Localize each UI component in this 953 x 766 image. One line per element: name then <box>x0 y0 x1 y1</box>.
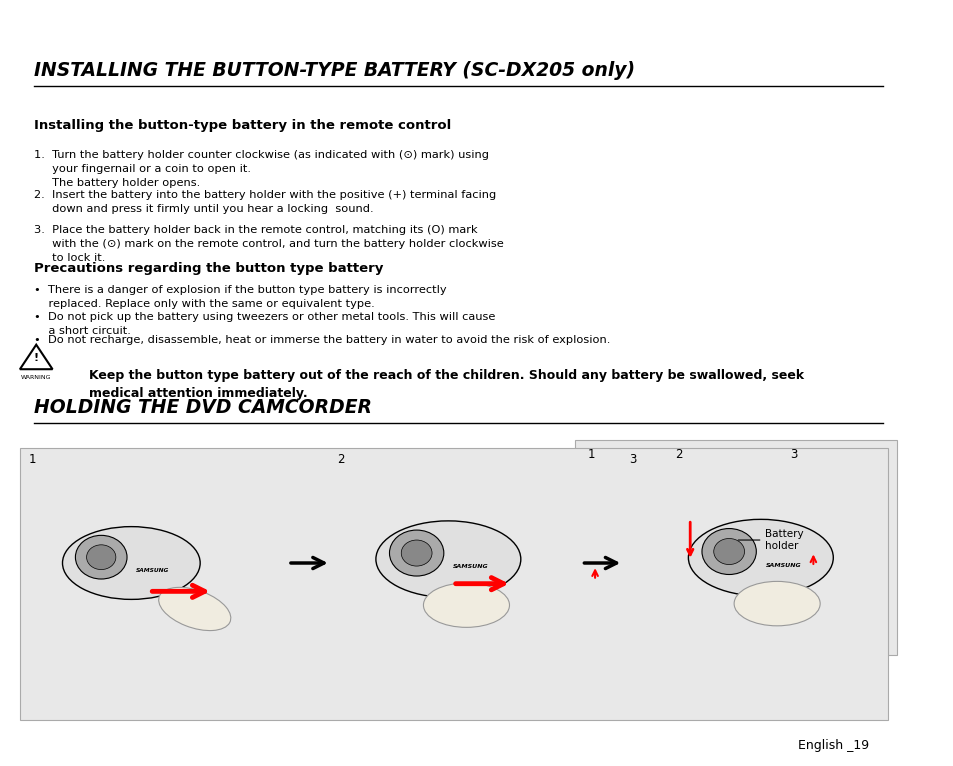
Text: English _19: English _19 <box>798 739 868 752</box>
Text: 2.  Insert the battery into the battery holder with the positive (+) terminal fa: 2. Insert the battery into the battery h… <box>34 190 497 214</box>
Ellipse shape <box>734 581 820 626</box>
Ellipse shape <box>423 583 509 627</box>
Circle shape <box>701 529 756 574</box>
Text: 2: 2 <box>336 453 344 466</box>
Ellipse shape <box>158 588 231 630</box>
Text: INSTALLING THE BUTTON-TYPE BATTERY (SC-DX205 only): INSTALLING THE BUTTON-TYPE BATTERY (SC-D… <box>34 61 635 80</box>
Text: Installing the button-type battery in the remote control: Installing the button-type battery in th… <box>34 119 451 132</box>
Text: SAMSUNG: SAMSUNG <box>136 568 170 573</box>
Text: Keep the button type battery out of the reach of the children. Should any batter: Keep the button type battery out of the … <box>89 369 803 400</box>
Text: WARNING: WARNING <box>21 375 51 381</box>
Circle shape <box>673 526 706 554</box>
Text: •  There is a danger of explosion if the button type battery is incorrectly
    : • There is a danger of explosion if the … <box>34 285 447 309</box>
Circle shape <box>87 545 115 570</box>
Text: Battery
holder: Battery holder <box>738 529 803 551</box>
FancyBboxPatch shape <box>583 584 619 597</box>
FancyBboxPatch shape <box>20 448 886 720</box>
Ellipse shape <box>63 527 200 599</box>
Text: SAMSUNG: SAMSUNG <box>453 565 488 569</box>
Circle shape <box>797 519 811 531</box>
Circle shape <box>389 530 443 576</box>
Text: 3.  Place the battery holder back in the remote control, matching its (O) mark
 : 3. Place the battery holder back in the … <box>34 225 503 264</box>
Circle shape <box>401 540 432 566</box>
Ellipse shape <box>688 519 832 596</box>
FancyBboxPatch shape <box>785 584 821 597</box>
FancyBboxPatch shape <box>780 475 827 605</box>
Text: •  Do not pick up the battery using tweezers or other metal tools. This will cau: • Do not pick up the battery using tweez… <box>34 312 496 336</box>
Text: Precautions regarding the button type battery: Precautions regarding the button type ba… <box>34 262 383 275</box>
Text: 1.  Turn the battery holder counter clockwise (as indicated with (⊙) mark) using: 1. Turn the battery holder counter clock… <box>34 150 489 188</box>
FancyBboxPatch shape <box>575 440 896 655</box>
Circle shape <box>595 519 609 531</box>
Text: 3: 3 <box>629 453 637 466</box>
Text: 1: 1 <box>29 453 36 466</box>
Ellipse shape <box>703 495 735 509</box>
Text: 3: 3 <box>789 448 797 461</box>
FancyBboxPatch shape <box>578 475 625 605</box>
Text: HOLDING THE DVD CAMCORDER: HOLDING THE DVD CAMCORDER <box>34 398 372 417</box>
Text: •  Do not recharge, disassemble, heat or immerse the battery in water to avoid t: • Do not recharge, disassemble, heat or … <box>34 335 610 345</box>
Text: SAMSUNG: SAMSUNG <box>765 563 801 568</box>
Text: !: ! <box>33 352 39 363</box>
Circle shape <box>713 538 743 565</box>
Ellipse shape <box>375 521 520 597</box>
Text: 1: 1 <box>587 448 595 461</box>
Text: 2: 2 <box>674 448 681 461</box>
Circle shape <box>75 535 127 579</box>
